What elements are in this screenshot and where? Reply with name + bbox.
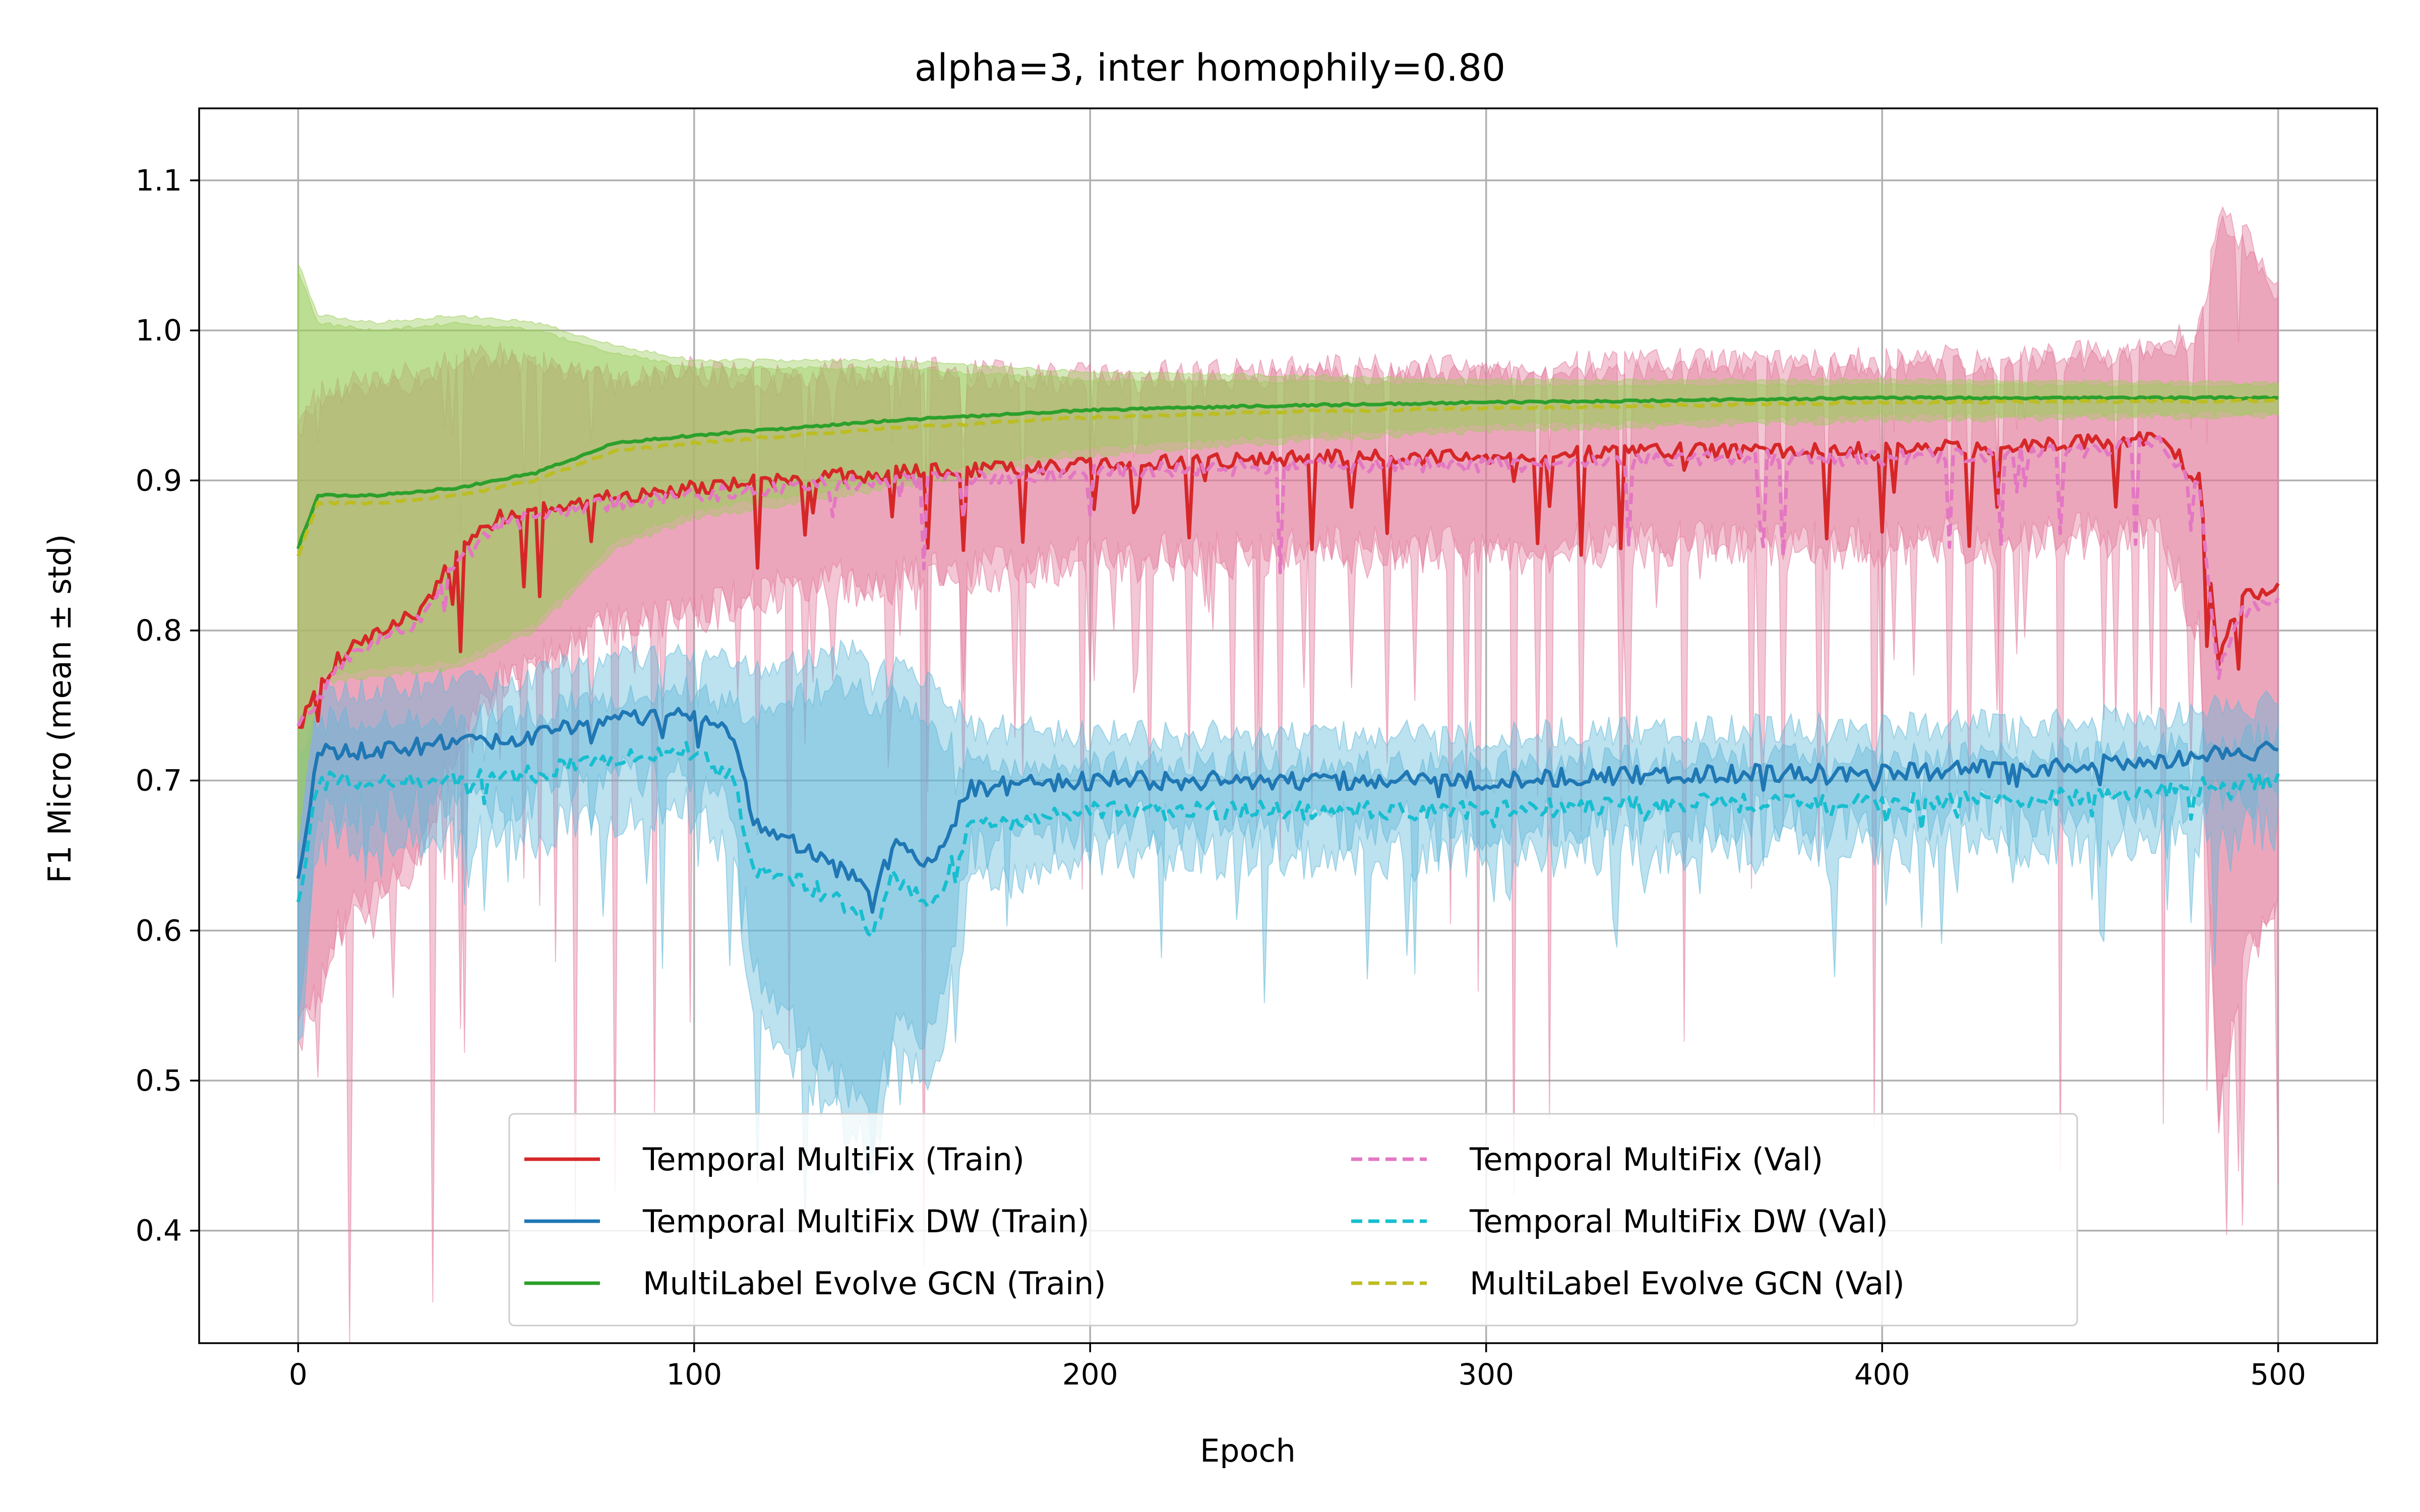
y-tick-label: 0.8 [136, 613, 182, 648]
series-line-dw_train [296, 707, 2279, 914]
y-tick-label: 0.7 [136, 764, 182, 798]
std-band-gcn_val [297, 271, 2279, 843]
legend-label: MultiLabel Evolve GCN (Val) [1470, 1265, 1905, 1302]
series-line-tmf_val [296, 435, 2280, 727]
y-tick-label: 0.9 [136, 463, 182, 497]
y-axis-title: F1 Micro (mean ± std) [41, 534, 78, 884]
legend-label: Temporal MultiFix DW (Train) [642, 1203, 1090, 1240]
x-tick-label: 200 [1062, 1357, 1118, 1392]
y-tick-label: 0.5 [136, 1063, 182, 1098]
y-tick-label: 1.1 [136, 163, 182, 198]
x-axis-title: Epoch [1200, 1432, 1296, 1469]
plot-frame [198, 107, 2378, 1344]
legend-label: MultiLabel Evolve GCN (Train) [643, 1265, 1106, 1302]
x-tick-label: 500 [2250, 1357, 2306, 1392]
chart-title: alpha=3, inter homophily=0.80 [915, 46, 1505, 90]
y-tick-label: 0.6 [136, 913, 182, 948]
y-axis-ticks: 0.4 0.5 0.6 0.7 0.8 0.9 1.0 1.1 [136, 163, 199, 1248]
legend-label: Temporal MultiFix (Train) [642, 1141, 1024, 1178]
legend: Temporal MultiFix (Train) Temporal MultiF… [508, 1113, 2078, 1327]
y-tick-label: 1.0 [136, 313, 182, 348]
x-tick-label: 300 [1458, 1357, 1514, 1392]
std-band-dw_val [297, 674, 2279, 1223]
series-line-gcn_val [296, 398, 2279, 557]
legend-label: Temporal MultiFix DW (Val) [1469, 1203, 1888, 1240]
y-tick-label: 0.4 [136, 1214, 182, 1248]
x-tick-label: 100 [666, 1357, 722, 1392]
std-band-tmf_val [297, 215, 2279, 1344]
series-line-dw_val [296, 741, 2280, 938]
x-tick-label: 0 [289, 1357, 308, 1392]
legend-label: Temporal MultiFix (Val) [1469, 1141, 1823, 1178]
series-line-tmf_train [298, 431, 2280, 729]
x-tick-label: 400 [1854, 1357, 1910, 1392]
series-lines [296, 395, 2280, 938]
x-axis-ticks: 0 100 200 300 400 500 [289, 1343, 2306, 1392]
series-line-gcn_train [296, 395, 2279, 549]
legend-box [508, 1113, 2078, 1327]
std-bands [297, 206, 2279, 1344]
std-band-tmf_train [297, 206, 2279, 1303]
